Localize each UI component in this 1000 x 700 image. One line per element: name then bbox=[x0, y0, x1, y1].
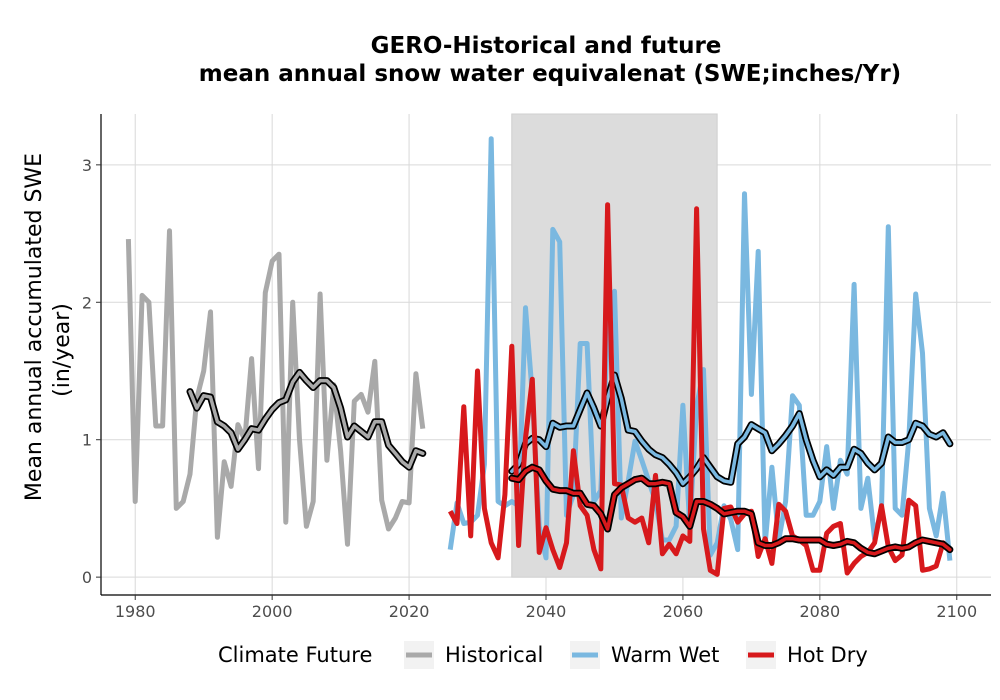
series-line bbox=[125, 228, 426, 547]
x-tick-label: 2040 bbox=[526, 602, 567, 621]
chart-title-line-1: GERO-Historical and future bbox=[371, 33, 722, 59]
series-smooth-line bbox=[188, 370, 425, 469]
x-tick-label: 2000 bbox=[252, 602, 293, 621]
x-tick-label: 2080 bbox=[799, 602, 840, 621]
y-axis-label-line-2: (in/year) bbox=[50, 303, 75, 397]
legend: Climate Future Historical Warm Wet Hot Dry bbox=[218, 641, 868, 669]
legend-title: Climate Future bbox=[218, 643, 372, 667]
x-tick-label: 2100 bbox=[936, 602, 977, 621]
legend-entry-label: Historical bbox=[445, 643, 543, 667]
y-tick-label: 1 bbox=[82, 431, 92, 450]
series-smooth-line bbox=[510, 465, 952, 556]
x-tick-label: 2060 bbox=[663, 602, 704, 621]
plot-area: 1980 2000 2020 2040 2060 2080 2100 0 1 2 3 bbox=[82, 113, 991, 621]
y-axis-label-line-1: Mean annual accumulated SWE bbox=[22, 153, 47, 501]
y-tick-label: 3 bbox=[82, 156, 92, 175]
series-smooth-line bbox=[510, 373, 952, 486]
y-tick-label: 2 bbox=[82, 293, 92, 312]
x-tick-label: 2020 bbox=[389, 602, 430, 621]
legend-entry-label: Hot Dry bbox=[787, 643, 868, 667]
x-tick-label: 1980 bbox=[115, 602, 156, 621]
chart-title-line-2: mean annual snow water equivalenat (SWE;… bbox=[199, 61, 901, 87]
legend-entry-label: Warm Wet bbox=[611, 643, 719, 667]
y-tick-label: 0 bbox=[82, 568, 92, 587]
